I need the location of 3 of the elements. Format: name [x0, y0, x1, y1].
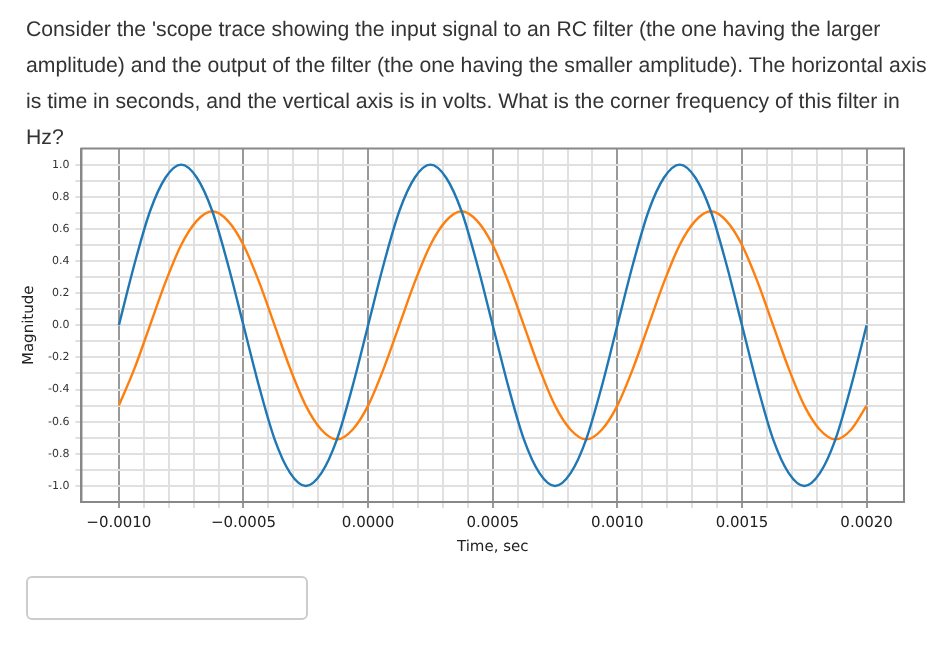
chart-title: Consider the 'scope trace showing the input signal to an RC filter (the one having the larger amplitude) and the output of the filter (the one having the smaller amplitude). The horizontal axis is time in seconds, and the vertical axis is in volts. What is the corner frequency of this filter in Hz?	[26, 16, 929, 154]
line-series	[117, 210, 868, 441]
line-series	[117, 163, 868, 488]
